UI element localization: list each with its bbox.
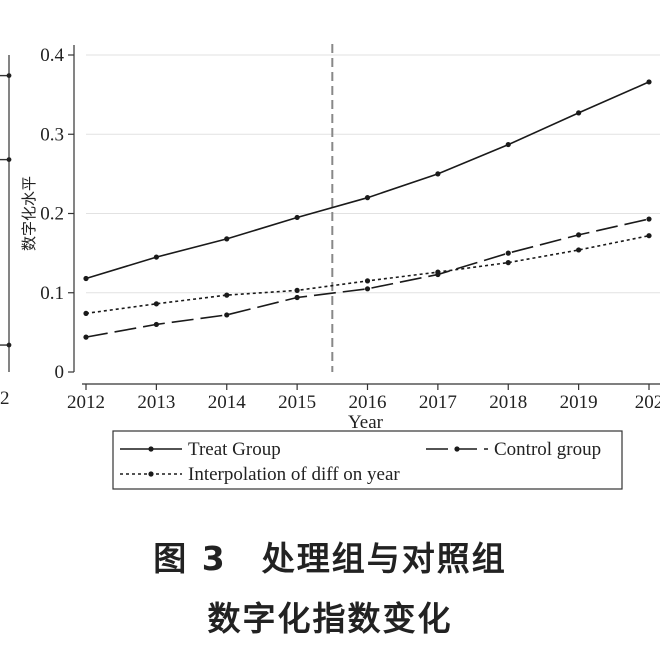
interpolation-line: [85, 234, 650, 315]
control-group-point-0: [83, 334, 89, 340]
fragment-point-1: [6, 157, 12, 163]
x-tick-label-1: 2013: [137, 392, 175, 413]
series-lines: [83, 79, 652, 340]
y-tick-label-2: 0.2: [40, 204, 64, 225]
x-tick-label-0: 2012: [67, 392, 105, 413]
treat-group-point-4: [364, 195, 371, 201]
interpolation-point-5: [435, 269, 441, 275]
line-chart: 2 0 0.1 0.2 0.3 0.4 数字化水平 2012 2013 2014 2015 2016…: [0, 44, 660, 490]
interpolation-point-2: [224, 292, 230, 298]
control-group-line: [85, 218, 650, 338]
interpolation-point-0: [83, 310, 89, 316]
treat-group-point-6: [505, 141, 511, 148]
legend-interpolation-marker: [148, 471, 154, 477]
axes: 0 0.1 0.2 0.3 0.4 数字化水平 2012 2013 2014 2015 2016 20…: [21, 45, 660, 433]
treat-group-point-5: [435, 171, 441, 177]
left-partial-chart: 2: [0, 55, 12, 409]
y-tick-label-3: 0.3: [40, 124, 64, 145]
legend-box: [112, 430, 623, 490]
y-axis-label: 数字化水平: [21, 176, 38, 251]
figure-caption-line-2: 数字化指数变化: [207, 599, 453, 638]
treat-group-point-2: [224, 236, 230, 242]
fragment-point-0: [6, 73, 12, 79]
control-group-point-4: [364, 286, 371, 292]
control-group-point-6: [505, 250, 511, 256]
interpolation-point-1: [153, 301, 159, 307]
treat-group-point-3: [294, 214, 300, 221]
legend-control-group-marker: [454, 446, 460, 452]
y-tick-label-1: 0.1: [40, 283, 64, 304]
figure-caption-line-1: 图 3 处理组与对照组: [153, 539, 507, 578]
y-tick-label-0: 0: [55, 362, 65, 383]
interpolation-point-3: [294, 287, 300, 293]
treat-group-point-8: [646, 79, 652, 85]
treat-group-point-1: [153, 254, 159, 260]
fragment-tick-label: 2: [0, 388, 10, 409]
x-tick-label-5: 2017: [419, 392, 457, 413]
x-tick-label-7: 2019: [560, 392, 598, 413]
x-tick-label-8: 202: [635, 392, 660, 413]
x-tick-label-4: 2016: [349, 392, 387, 413]
control-group-point-1: [153, 321, 159, 328]
y-tick-label-4: 0.4: [40, 45, 64, 66]
x-tick-label-6: 2018: [489, 392, 527, 413]
x-axis-label: Year: [348, 412, 384, 433]
control-group-point-8: [646, 216, 652, 222]
control-group-point-3: [294, 294, 300, 301]
legend-interpolation-label: Interpolation of diff on year: [188, 464, 400, 485]
x-tick-label-2: 2014: [208, 392, 247, 413]
control-group-point-7: [576, 232, 582, 238]
treat-group-point-7: [576, 110, 582, 116]
legend-treat-group-label: Treat Group: [188, 439, 281, 460]
x-tick-label-3: 2015: [278, 392, 316, 413]
interpolation-point-7: [576, 247, 582, 253]
legend-control-group-label: Control group: [494, 439, 601, 460]
treat-group-point-0: [83, 275, 89, 282]
fragment-point-2: [6, 342, 12, 348]
interpolation-point-6: [505, 260, 511, 266]
legend-treat-group-marker: [148, 446, 154, 452]
treat-group-line: [85, 81, 650, 280]
legend: Treat Group Control group Interpolation of…: [112, 430, 623, 490]
gridlines: [86, 54, 660, 294]
control-group-point-2: [224, 312, 230, 318]
interpolation-point-8: [646, 233, 652, 239]
interpolation-point-4: [364, 278, 371, 284]
